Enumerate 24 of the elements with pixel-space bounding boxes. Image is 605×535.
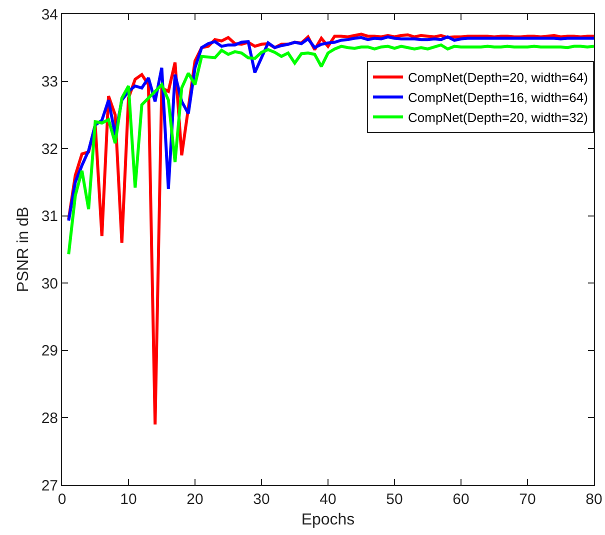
line-series bbox=[67, 43, 594, 256]
line-series bbox=[67, 35, 594, 222]
x-tick-label: 30 bbox=[253, 491, 270, 508]
x-tick-label: 40 bbox=[320, 491, 336, 508]
y-axis-title: PSNR in dB bbox=[15, 206, 32, 292]
x-tick-label: 60 bbox=[452, 491, 470, 508]
y-tick-label: 27 bbox=[41, 477, 58, 494]
x-tick-label: 70 bbox=[519, 491, 536, 508]
x-tick-label: 20 bbox=[186, 491, 204, 508]
legend-label: CompNet(Depth=20, width=32) bbox=[408, 110, 588, 125]
x-axis-title: Epochs bbox=[301, 512, 355, 529]
y-tick-label: 34 bbox=[41, 6, 58, 24]
x-tick-label: 50 bbox=[386, 491, 403, 508]
x-tick-label: 10 bbox=[120, 491, 137, 508]
y-tick-label: 32 bbox=[41, 140, 58, 158]
legend-label: CompNet(Depth=20, width=64) bbox=[408, 70, 588, 86]
y-tick-label: 33 bbox=[41, 74, 58, 91]
y-tick-label: 31 bbox=[41, 208, 58, 226]
x-tick-label: 0 bbox=[58, 491, 66, 508]
y-tick-label: 30 bbox=[41, 275, 58, 292]
x-tick-label: 80 bbox=[586, 491, 602, 508]
y-tick-label: 29 bbox=[41, 342, 58, 360]
y-tick-label: 28 bbox=[41, 410, 58, 427]
legend-label: CompNet(Depth=16, width=64) bbox=[408, 90, 588, 106]
